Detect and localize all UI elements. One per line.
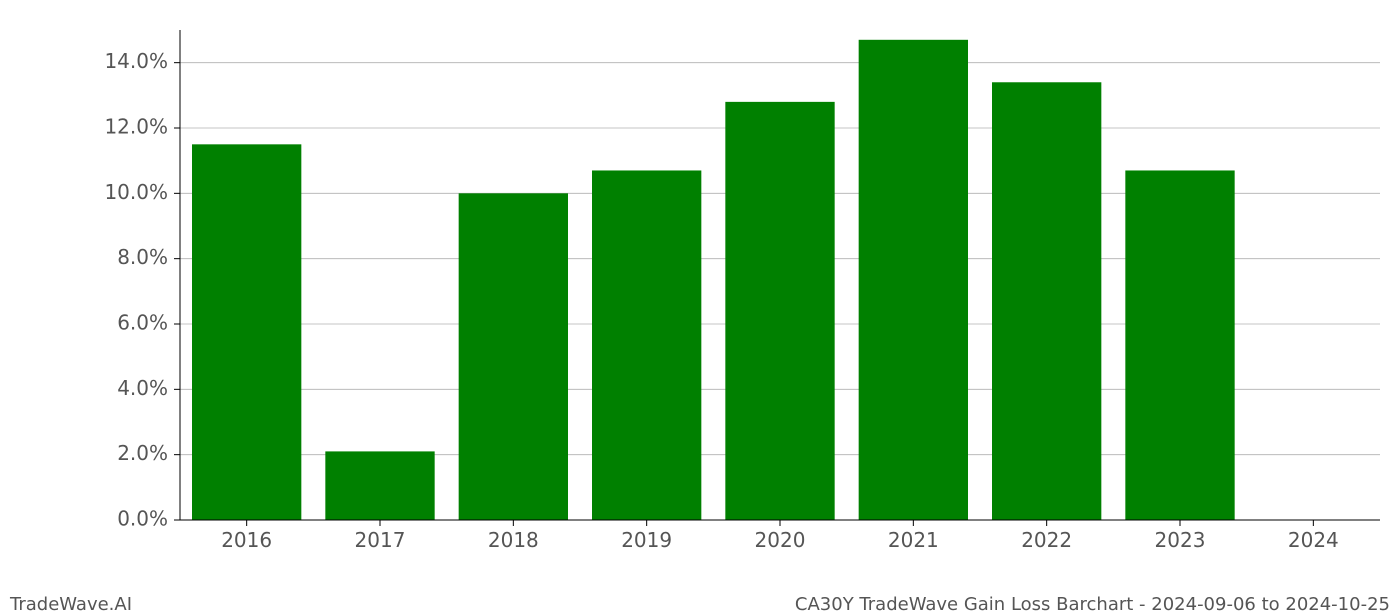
x-tick-label: 2023	[1155, 528, 1206, 552]
y-tick-label: 4.0%	[117, 376, 168, 400]
bar	[725, 102, 834, 520]
bar	[192, 144, 301, 520]
bar	[592, 170, 701, 520]
x-tick-label: 2024	[1288, 528, 1339, 552]
chart-container: 0.0% 2.0% 4.0% 6.0% 8.0% 10.0% 12.0% 14.0% 2016 2…	[0, 0, 1400, 600]
x-tick-label: 2022	[1021, 528, 1072, 552]
x-tick-label: 2020	[755, 528, 806, 552]
y-tick-label: 14.0%	[104, 49, 168, 73]
bar	[992, 82, 1101, 520]
bar	[859, 40, 968, 520]
x-tick-label: 2016	[221, 528, 272, 552]
y-tick-label: 2.0%	[117, 441, 168, 465]
footer-right-text: CA30Y TradeWave Gain Loss Barchart - 202…	[795, 594, 1390, 615]
bar	[1125, 170, 1234, 520]
y-tick-label: 8.0%	[117, 245, 168, 269]
x-tick-label: 2019	[621, 528, 672, 552]
bar	[325, 451, 434, 520]
barchart-svg: 0.0% 2.0% 4.0% 6.0% 8.0% 10.0% 12.0% 14.0% 2016 2…	[0, 0, 1400, 560]
bar	[459, 193, 568, 520]
x-tick-label: 2021	[888, 528, 939, 552]
x-tick-label: 2017	[355, 528, 406, 552]
y-tick-label: 12.0%	[104, 115, 168, 139]
y-tick-label: 10.0%	[104, 180, 168, 204]
y-tick-label: 0.0%	[117, 507, 168, 531]
y-tick-label: 6.0%	[117, 311, 168, 335]
footer-left-text: TradeWave.AI	[10, 594, 132, 615]
x-tick-label: 2018	[488, 528, 539, 552]
